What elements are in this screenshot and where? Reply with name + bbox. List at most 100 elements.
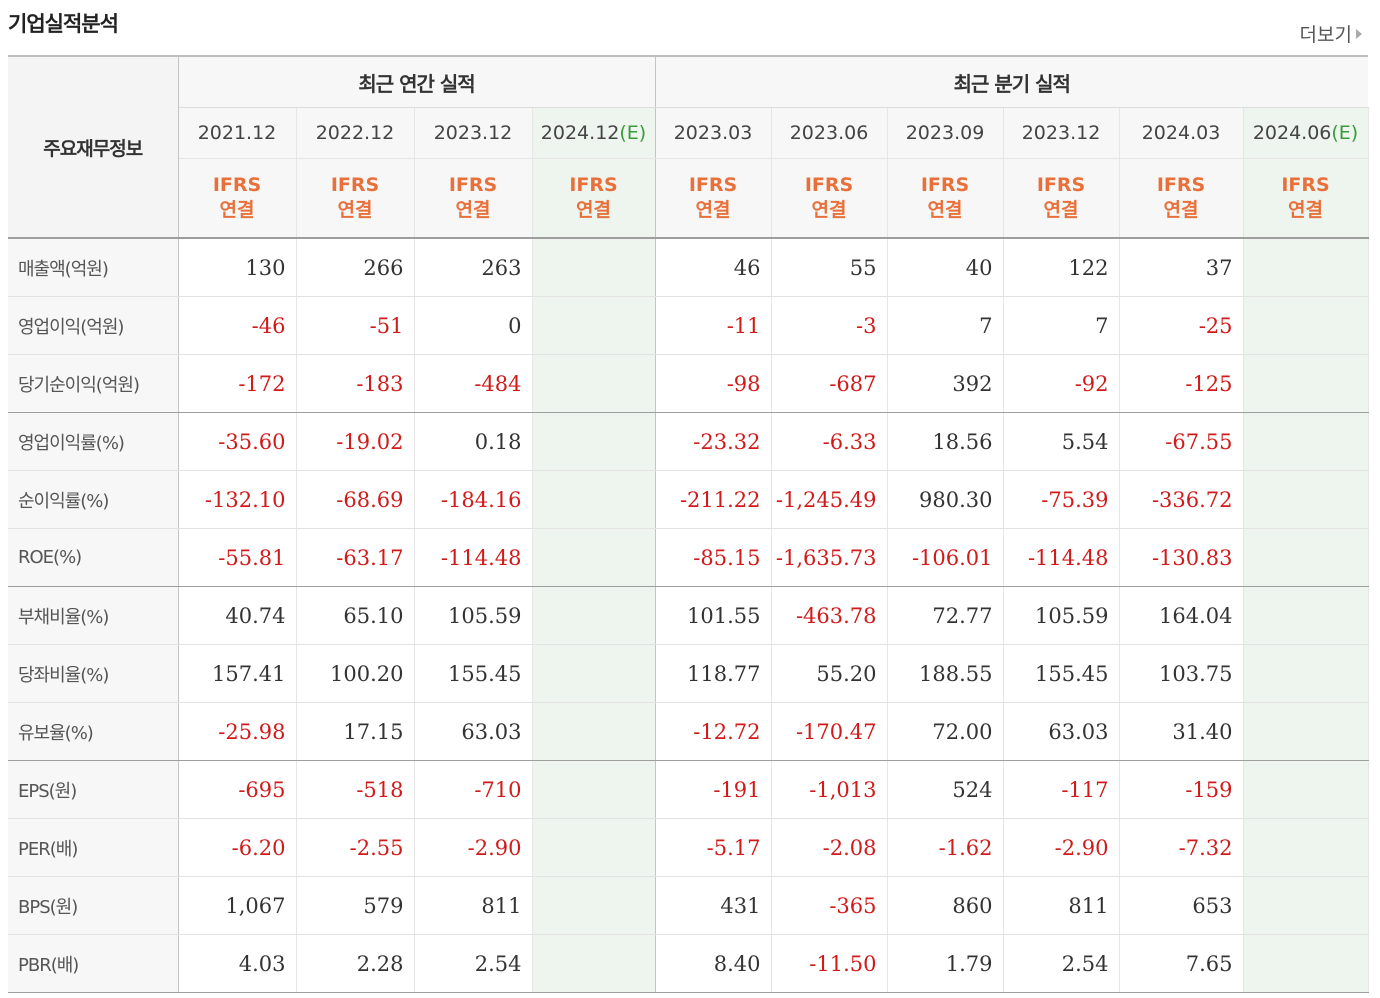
value-cell: 101.55 — [655, 586, 772, 645]
row-label: 부채비율(%) — [8, 586, 179, 645]
value-cell: 40 — [887, 238, 1004, 297]
ifrs-label: IFRS — [448, 174, 498, 196]
table-row: 당기순이익(억원) -172 -183 -484 -98 -687 392 -92 -125 — [8, 354, 1369, 413]
value-cell: -2.55 — [296, 818, 415, 877]
value-cell: 7 — [887, 296, 1004, 355]
value-cell: -6.20 — [178, 818, 297, 877]
table-row: 당좌비율(%) 157.41 100.20 155.45 118.77 55.20 188.… — [8, 644, 1369, 703]
value-cell — [532, 876, 656, 935]
value-cell: 72.00 — [887, 702, 1004, 761]
value-cell: 1,067 — [178, 876, 297, 935]
value-cell: 263 — [414, 238, 533, 297]
table-row: 영업이익(억원) -46 -51 0 -11 -3 7 7 -25 — [8, 296, 1369, 355]
value-cell — [1243, 876, 1369, 935]
value-cell — [532, 934, 656, 993]
value-cell: -184.16 — [414, 470, 533, 529]
more-link[interactable]: 더보기 — [1300, 20, 1362, 47]
value-cell: -114.48 — [1003, 528, 1120, 587]
value-cell: 164.04 — [1119, 586, 1244, 645]
table-row: EPS(원) -695 -518 -710 -191 -1,013 524 -117 -159 — [8, 760, 1369, 819]
section-title: 기업실적분석 — [8, 12, 119, 36]
row-label: 순이익률(%) — [8, 470, 179, 529]
accounting-standard-row: IFRS 연결 IFRS 연결 IFRS 연결 IFRS 연결 IFRS 연결 IFRS 연결 IFRS… — [8, 158, 1369, 239]
period-header: 2024.12(E) — [532, 107, 656, 159]
value-cell: -191 — [655, 760, 772, 819]
value-cell: 55 — [771, 238, 888, 297]
value-cell: -1,013 — [771, 760, 888, 819]
table-row: 순이익률(%) -132.10 -68.69 -184.16 -211.22 -1,245… — [8, 470, 1369, 529]
value-cell: 579 — [296, 876, 415, 935]
row-label: BPS(원) — [8, 876, 179, 935]
row-label: PBR(배) — [8, 934, 179, 993]
row-label: 당좌비율(%) — [8, 644, 179, 703]
accounting-standard-cell: IFRS 연결 — [655, 158, 772, 239]
value-cell: -106.01 — [887, 528, 1004, 587]
value-cell: -132.10 — [178, 470, 297, 529]
value-cell: 980.30 — [887, 470, 1004, 529]
accounting-standard-cell: IFRS 연결 — [178, 158, 297, 239]
period-label: 2024.12 — [540, 122, 620, 144]
value-cell: 653 — [1119, 876, 1244, 935]
estimate-mark: (E) — [1331, 122, 1359, 144]
value-cell — [532, 818, 656, 877]
table-row: 매출액(억원) 130 266 263 46 55 40 122 37 — [8, 238, 1369, 297]
quarter-group-header: 최근 분기 실적 — [655, 56, 1369, 108]
value-cell: 55.20 — [771, 644, 888, 703]
value-cell: 31.40 — [1119, 702, 1244, 761]
accounting-standard-cell: IFRS 연결 — [1243, 158, 1369, 239]
consolidated-label: 연결 — [576, 199, 611, 221]
value-cell: -1.62 — [887, 818, 1004, 877]
estimate-mark: (E) — [619, 122, 647, 144]
value-cell — [532, 296, 656, 355]
value-cell: -23.32 — [655, 412, 772, 471]
row-label: EPS(원) — [8, 760, 179, 819]
value-cell: -11.50 — [771, 934, 888, 993]
value-cell: 155.45 — [414, 644, 533, 703]
value-cell: 2.54 — [1003, 934, 1120, 993]
value-cell: -518 — [296, 760, 415, 819]
financial-table: 주요재무정보 최근 연간 실적 최근 분기 실적 2021.12 2022.12 2023… — [8, 55, 1369, 993]
value-cell: -55.81 — [178, 528, 297, 587]
value-cell: 118.77 — [655, 644, 772, 703]
period-header: 2023.09 — [887, 107, 1004, 159]
value-cell: 524 — [887, 760, 1004, 819]
value-cell: 392 — [887, 354, 1004, 413]
value-cell: -170.47 — [771, 702, 888, 761]
value-cell: -2.90 — [414, 818, 533, 877]
value-cell: 105.59 — [1003, 586, 1120, 645]
value-cell: 46 — [655, 238, 772, 297]
period-label: 2023.12 — [1021, 122, 1101, 144]
row-label: 영업이익률(%) — [8, 412, 179, 471]
row-label: ROE(%) — [8, 528, 179, 587]
row-label: 유보율(%) — [8, 702, 179, 761]
consolidated-label: 연결 — [1043, 199, 1079, 221]
value-cell: -3 — [771, 296, 888, 355]
value-cell — [532, 760, 656, 819]
period-header: 2021.12 — [178, 107, 297, 159]
table-row: ROE(%) -55.81 -63.17 -114.48 -85.15 -1,635.73… — [8, 528, 1369, 587]
group-header-row: 주요재무정보 최근 연간 실적 최근 분기 실적 — [8, 56, 1369, 239]
value-cell: 188.55 — [887, 644, 1004, 703]
period-label: 2023.09 — [905, 122, 985, 144]
table-row: 유보율(%) -25.98 17.15 63.03 -12.72 -170.47 72.00… — [8, 702, 1369, 761]
value-cell: -7.32 — [1119, 818, 1244, 877]
period-header-row: 2021.12 2022.12 2023.12 2024.12(E) 2023.03 20… — [8, 107, 1369, 159]
table-row: PER(배) -6.20 -2.55 -2.90 -5.17 -2.08 -1.62 -2.9… — [8, 818, 1369, 877]
value-cell: -687 — [771, 354, 888, 413]
period-header: 2022.12 — [296, 107, 415, 159]
ifrs-label: IFRS — [1156, 174, 1206, 196]
value-cell — [1243, 296, 1369, 355]
label-column-header: 주요재무정보 — [8, 56, 179, 239]
value-cell: -25 — [1119, 296, 1244, 355]
period-header: 2023.03 — [655, 107, 772, 159]
value-cell: -336.72 — [1119, 470, 1244, 529]
value-cell: -211.22 — [655, 470, 772, 529]
value-cell: -12.72 — [655, 702, 772, 761]
value-cell: -67.55 — [1119, 412, 1244, 471]
value-cell: -63.17 — [296, 528, 415, 587]
row-label: 매출액(억원) — [8, 238, 179, 297]
value-cell: 7 — [1003, 296, 1120, 355]
value-cell: -172 — [178, 354, 297, 413]
value-cell: 1.79 — [887, 934, 1004, 993]
value-cell: -114.48 — [414, 528, 533, 587]
